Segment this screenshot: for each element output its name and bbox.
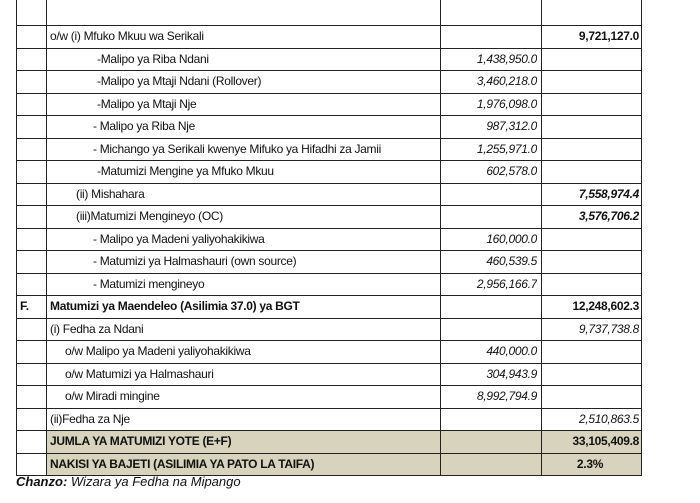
row-border — [16, 92, 642, 94]
row-label: NAKISI YA BAJETI (ASILIMIA YA PATO LA TA… — [50, 456, 315, 471]
row-label: (ii) Mishahara — [76, 186, 145, 201]
row-border — [16, 70, 642, 71]
caption: Chanzo: Wizara ya Fedha na Mipango — [16, 474, 241, 489]
row-border — [16, 160, 642, 161]
row-total: 2,510,863.5 — [578, 411, 639, 426]
row-border — [16, 362, 642, 364]
row-border — [16, 250, 642, 251]
row-amount: 1,438,950.0 — [476, 51, 537, 66]
row-label: Matumizi ya Maendeleo (Asilimia 37.0) ya… — [50, 299, 300, 313]
column-border — [16, 0, 17, 475]
row-amount: 1,976,098.0 — [476, 96, 537, 111]
row-amount: 304,943.9 — [486, 366, 537, 381]
row-total: 9,737,738.8 — [578, 321, 639, 336]
row-label: (iii)Matumizi Mengineyo (OC) — [76, 209, 223, 223]
row-amount: 160,000.0 — [486, 231, 537, 246]
row-total: 12,248,602.3 — [572, 299, 639, 313]
row-border — [16, 407, 642, 409]
row-border — [16, 227, 642, 229]
row-border — [16, 430, 642, 431]
row-border — [16, 317, 642, 319]
row-label: -Malipo ya Riba Ndani — [97, 51, 209, 66]
column-border — [641, 0, 642, 475]
row-border — [16, 272, 642, 274]
caption-text: Wizara ya Fedha na Mipango — [70, 474, 241, 489]
row-shade — [46, 430, 641, 453]
row-total: 3,576,706.2 — [578, 209, 639, 223]
row-amount: 987,312.0 — [486, 119, 537, 133]
row-total: 2.3% — [576, 456, 604, 471]
row-border — [16, 452, 642, 454]
row-label: JUMLA YA MATUMIZI YOTE (E+F) — [50, 434, 232, 448]
row-border — [16, 182, 642, 184]
row-label: (i) Fedha za Ndani — [50, 321, 144, 336]
row-amount: 460,539.5 — [486, 254, 537, 268]
row-amount: 3,460,218.0 — [476, 74, 537, 88]
row-border — [16, 25, 642, 26]
row-border — [16, 340, 642, 341]
row-border — [16, 205, 642, 206]
row-label: - Matumizi ya Halmashauri (own source) — [93, 254, 297, 268]
row-total: 7,558,974.4 — [578, 186, 639, 201]
row-label: -Malipo ya Mtaji Nje — [97, 96, 197, 111]
row-border — [16, 475, 642, 476]
row-amount: 1,255,971.0 — [476, 141, 537, 156]
row-border — [16, 295, 642, 296]
row-label: (ii)Fedha za Nje — [50, 411, 130, 426]
row-label: - Malipo ya Riba Nje — [93, 119, 196, 133]
row-amount: 440,000.0 — [486, 344, 537, 358]
row-amount: 2,956,166.7 — [476, 276, 537, 291]
column-border — [46, 25, 47, 475]
row-label: o/w Matumizi ya Halmashauri — [65, 366, 214, 381]
row-border — [16, 385, 642, 386]
row-border — [16, 137, 642, 139]
row-label: - Michango ya Serikali kwenye Mifuko ya … — [93, 141, 381, 156]
row-label: o/w Miradi mingine — [65, 389, 160, 403]
column-border — [46, 0, 47, 25]
row-shade — [46, 452, 641, 475]
caption-label: Chanzo: — [16, 474, 68, 489]
column-border — [541, 0, 542, 475]
row-border — [16, 47, 642, 49]
row-marker: F. — [20, 299, 29, 313]
row-amount: 602,578.0 — [486, 164, 537, 178]
row-label: - Matumizi mengineyo — [93, 276, 205, 291]
row-label: - Malipo ya Madeni yaliyohakikiwa — [93, 231, 265, 246]
row-label: -Matumizi Mengine ya Mfuko Mkuu — [97, 164, 274, 178]
row-label: -Malipo ya Mtaji Ndani (Rollover) — [97, 74, 262, 88]
row-amount: 8,992,794.9 — [476, 389, 537, 403]
row-label: o/w Malipo ya Madeni yaliyohakikiwa — [65, 344, 251, 358]
row-label: o/w (i) Mfuko Mkuu wa Serikali — [50, 29, 204, 43]
row-border — [16, 115, 642, 116]
row-total: 33,105,409.8 — [572, 434, 639, 448]
row-total: 9,721,127.0 — [578, 29, 639, 43]
column-border — [440, 0, 441, 475]
